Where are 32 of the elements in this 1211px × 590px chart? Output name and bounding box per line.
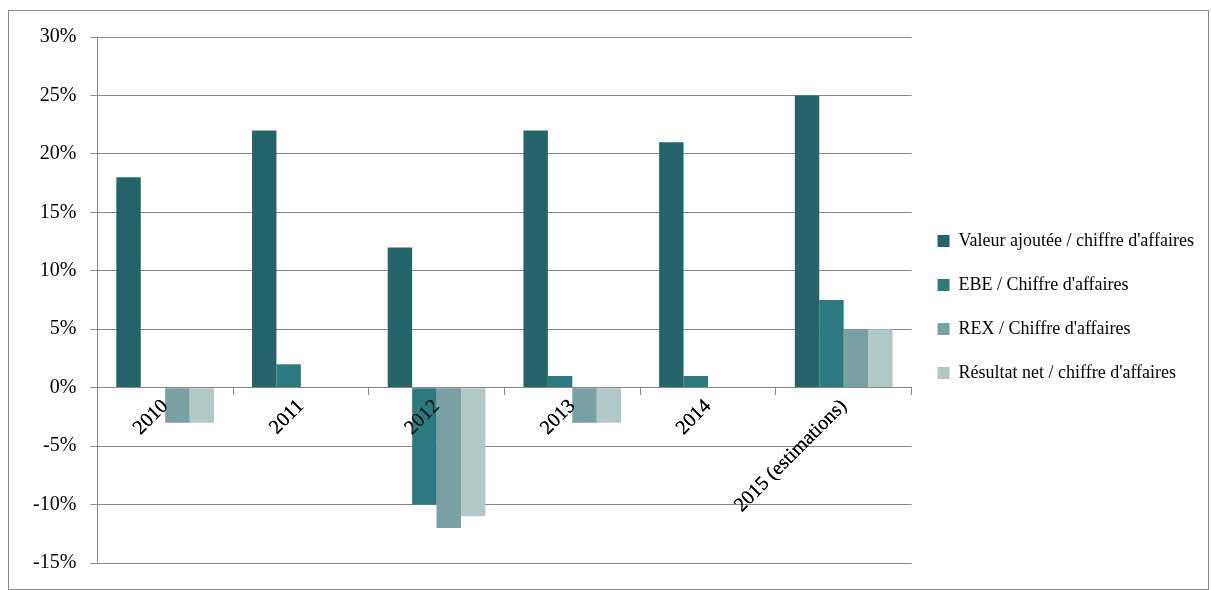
bar	[189, 388, 215, 423]
legend-label: Valeur ajoutée / chiffre d'affaires	[958, 229, 1195, 250]
bar	[461, 388, 486, 517]
y-tick-label: -5%	[42, 433, 77, 456]
y-tick-label: 30%	[39, 24, 77, 47]
bar	[868, 329, 893, 388]
bar	[843, 329, 869, 388]
bar	[794, 95, 820, 388]
x-tick-label: 2011	[264, 394, 308, 438]
bar	[165, 388, 190, 423]
y-tick-label: 20%	[39, 141, 77, 164]
bar	[387, 247, 413, 388]
y-tick-label: 15%	[39, 199, 77, 222]
bar	[596, 388, 622, 423]
bar	[276, 364, 301, 388]
y-tick-label: 25%	[39, 82, 77, 105]
legend-label: EBE / Chiffre d'affaires	[958, 273, 1129, 294]
y-tick-label: 0%	[49, 374, 77, 397]
bar	[819, 300, 844, 388]
bar	[523, 130, 548, 388]
y-tick-label: -15%	[32, 550, 77, 573]
legend-label: Résultat net / chiffre d'affaires	[958, 361, 1177, 382]
bar	[572, 388, 597, 423]
legend-label: REX / Chiffre d'affaires	[958, 317, 1131, 338]
bar	[659, 142, 684, 388]
y-tick-label: 5%	[49, 316, 77, 339]
bar	[683, 375, 708, 388]
bar	[116, 177, 141, 388]
y-tick-label: -10%	[32, 491, 77, 514]
bar	[252, 130, 277, 388]
y-tick-label: 10%	[39, 258, 77, 281]
bar	[547, 375, 573, 388]
